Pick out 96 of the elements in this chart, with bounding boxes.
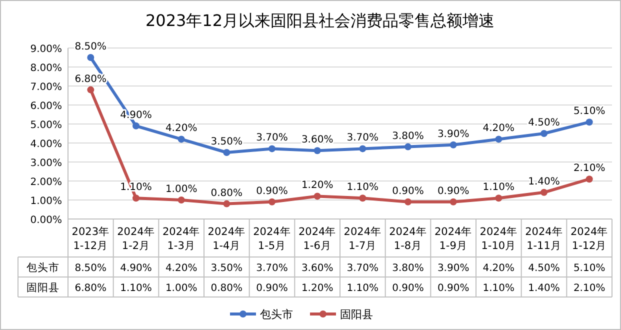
x-tick-label: 2024年 1-6月 — [298, 226, 336, 252]
point — [132, 122, 140, 130]
point — [586, 118, 593, 126]
x-tick-label: 2024年 1-7月 — [344, 226, 382, 252]
point — [87, 86, 94, 94]
data-label: 3.70% — [346, 263, 379, 274]
x-tick-label: 2024年 1-8月 — [389, 226, 427, 252]
legend-label: 包头市 — [260, 308, 293, 321]
point — [495, 194, 502, 202]
data-label: 1.40% — [528, 283, 560, 294]
point — [223, 149, 230, 156]
data-label: 0.80% — [210, 283, 243, 294]
text: 1.00% — [165, 184, 198, 195]
data-label: 4.20% — [482, 263, 515, 274]
text: 3.80% — [392, 130, 424, 142]
x-tick-label: 2024年 1-4月 — [208, 226, 246, 252]
text: 固阳县 — [26, 282, 60, 294]
data-label: 1.00% — [165, 283, 198, 294]
data-label: 0.90% — [437, 283, 470, 294]
point — [314, 147, 321, 154]
x-tick-label: 2024年 1-5月 — [253, 226, 291, 252]
point — [314, 192, 321, 200]
data-label: 0.90% — [392, 283, 424, 294]
data-label: 1.10% — [482, 283, 515, 294]
text: 4.20% — [482, 123, 515, 134]
data-label: 4.50% — [528, 263, 560, 274]
point — [87, 54, 94, 61]
y-tick-label: 7.00% — [30, 82, 62, 93]
data-label: 3.50% — [210, 263, 243, 274]
y-tick-label: 2.00% — [30, 177, 62, 188]
text: 1.40% — [528, 176, 560, 188]
point — [178, 196, 185, 204]
text: 包头市 — [26, 262, 60, 274]
text: 3.90% — [437, 128, 470, 140]
data-label: 3.70% — [256, 263, 288, 274]
point — [132, 194, 140, 202]
x-tick-label: 2023年 1-12月 — [72, 226, 110, 252]
y-tick-label: 8.00% — [30, 63, 62, 74]
text: 4.20% — [165, 123, 198, 134]
x-tick-label: 2024年 1-2月 — [117, 226, 155, 252]
text: 1.10% — [346, 182, 379, 194]
legend-label: 固阳县 — [340, 308, 373, 321]
point — [268, 145, 276, 152]
text: 3.70% — [346, 132, 379, 144]
point — [359, 145, 366, 152]
data-label: 5.10% — [573, 263, 606, 274]
text: 4.50% — [528, 118, 560, 128]
y-tick-label: 5.00% — [30, 120, 62, 131]
text: 3.50% — [210, 136, 243, 148]
point — [586, 176, 593, 183]
point — [404, 143, 412, 150]
y-tick-label: 9.00% — [30, 44, 62, 55]
data-label: 3.80% — [392, 263, 424, 274]
chart-title: 2023年12月以来固阳县社会消费品零售总额增速 — [145, 11, 495, 30]
data-label: 4.90% — [120, 263, 152, 274]
text: 0.90% — [437, 186, 470, 197]
x-tick-label: 2024年 1-12月 — [570, 226, 608, 252]
data-label: 4.20% — [165, 263, 198, 274]
data-label: 1.10% — [120, 283, 152, 294]
point — [540, 188, 548, 196]
point — [404, 198, 412, 206]
text: 1.20% — [301, 180, 334, 192]
x-tick-label: 2024年 1-10月 — [480, 226, 518, 252]
text: 3.60% — [301, 134, 334, 146]
data-label: 8.50% — [74, 263, 107, 274]
text: 5.10% — [573, 106, 606, 118]
data-label: 6.80% — [74, 283, 107, 294]
point — [268, 198, 276, 206]
text: 0.90% — [256, 186, 288, 197]
data-label: 3.90% — [437, 263, 470, 274]
data-label: 0.90% — [256, 283, 288, 294]
point — [359, 194, 366, 202]
data-label: 1.20% — [301, 283, 334, 294]
data-label: 1.10% — [346, 283, 379, 294]
x-tick-label: 2024年 1-3月 — [162, 226, 200, 252]
text: 0.80% — [210, 188, 243, 199]
text: 3.70% — [256, 132, 288, 144]
point — [540, 130, 548, 137]
y-tick-label: 0.00% — [30, 215, 62, 226]
x-tick-label: 2024年 1-9月 — [434, 226, 472, 252]
point — [450, 141, 457, 148]
data-label: 3.60% — [301, 263, 334, 274]
point — [495, 136, 502, 143]
text: 8.50% — [74, 42, 107, 52]
y-tick-label: 4.00% — [30, 139, 62, 150]
x-tick-label: 2024年 1-11月 — [525, 226, 563, 252]
data-label: 2.10% — [573, 283, 606, 294]
text: 2.10% — [573, 163, 606, 174]
y-tick-label: 1.00% — [30, 196, 62, 207]
y-tick-label: 6.00% — [30, 101, 62, 112]
y-tick-label: 3.00% — [30, 158, 62, 169]
text: 1.10% — [482, 182, 515, 194]
point — [223, 200, 230, 208]
text: 0.90% — [392, 186, 424, 197]
point — [178, 136, 185, 143]
point — [450, 198, 457, 206]
